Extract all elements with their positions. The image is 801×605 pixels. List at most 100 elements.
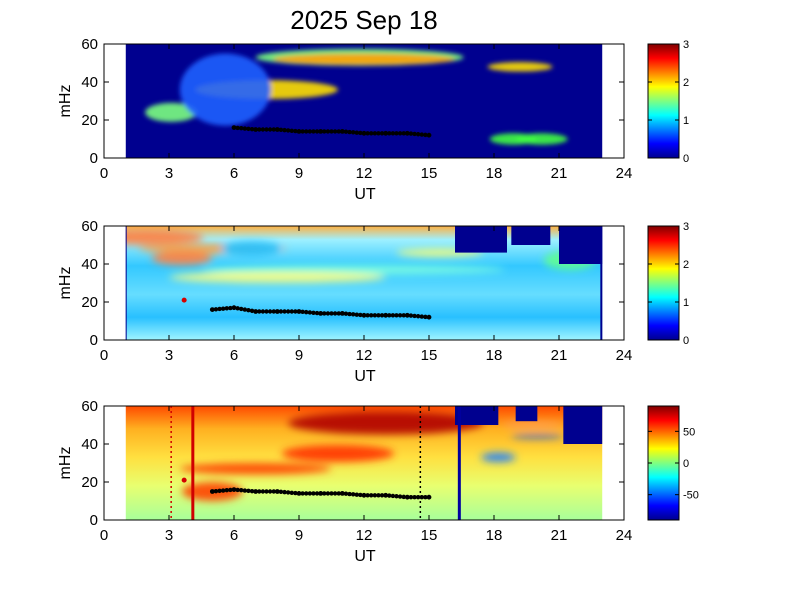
ridge-point [213, 488, 219, 494]
x-tick-label: 15 [421, 527, 438, 544]
y-tick-label: 0 [90, 332, 98, 349]
x-tick-label: 18 [486, 527, 503, 544]
ridge-point [314, 491, 320, 496]
ridge-point [318, 311, 324, 316]
y-tick-label: 20 [81, 112, 98, 129]
colorbar-tick-label: 0 [683, 335, 689, 347]
y-tick-label: 60 [81, 398, 98, 415]
heatmap-field [125, 226, 603, 340]
y-axis-label: mHz [57, 85, 74, 118]
red-marker [181, 477, 187, 483]
ridge-point [296, 129, 302, 134]
ridge-point [228, 305, 233, 311]
ridge-point [304, 129, 309, 134]
ridge-point [365, 313, 370, 318]
ridge-point [285, 490, 291, 495]
ridge-point [242, 488, 248, 493]
ridge-point [293, 490, 298, 496]
x-tick-label: 0 [100, 527, 108, 544]
x-tick-label: 9 [295, 527, 303, 544]
ridge-point [311, 129, 316, 134]
ridge-point [383, 492, 389, 498]
ridge-point [307, 491, 313, 496]
ridge-point [249, 308, 255, 314]
ridge-point [253, 489, 259, 494]
ridge-point [209, 489, 215, 494]
ridge-point [307, 310, 313, 315]
y-axis-label: mHz [57, 267, 74, 300]
ridge-point [419, 314, 424, 319]
ridge-point [220, 306, 226, 311]
ridge-point [415, 132, 421, 137]
ridge-point [264, 489, 269, 494]
ridge-point [397, 494, 403, 499]
ridge-point [358, 492, 363, 498]
ridge-point [314, 310, 320, 316]
ridge-point [419, 132, 424, 137]
ridge-point [339, 311, 345, 316]
ridge-point [383, 312, 389, 318]
ridge-point [423, 314, 428, 320]
ridge-point [343, 311, 349, 316]
ridge-point [343, 491, 349, 496]
y-tick-label: 0 [90, 150, 98, 167]
ridge-point [404, 312, 410, 318]
ridge-series [209, 305, 432, 320]
ridge-point [361, 312, 367, 318]
x-tick-label: 9 [295, 347, 303, 364]
ridge-point [249, 488, 255, 494]
ridge-point [264, 309, 269, 314]
x-tick-label: 0 [100, 165, 108, 182]
ridge-point [224, 488, 229, 493]
ridge-point [365, 493, 370, 498]
ridge-point [224, 306, 229, 311]
ridge-point [304, 309, 309, 315]
ridge-point [285, 128, 291, 133]
ridge-point [271, 489, 276, 494]
y-axis-label: mHz [57, 447, 74, 480]
ridge-point [339, 491, 345, 496]
colorbar-tick-label: 50 [683, 426, 695, 438]
ridge-point [419, 495, 424, 500]
ridge-point [408, 131, 414, 136]
ridge-point [278, 309, 284, 314]
x-tick-label: 6 [230, 347, 238, 364]
ridge-point [332, 491, 338, 496]
ridge-point [408, 313, 414, 318]
ridge-point [394, 494, 399, 499]
y-tick-label: 40 [81, 256, 98, 273]
y-tick-label: 40 [81, 436, 98, 453]
ridge-point [282, 127, 287, 133]
ridge-point [274, 309, 280, 314]
ridge-point [397, 313, 403, 318]
ridge-point [343, 129, 349, 134]
ridge-point [412, 313, 417, 319]
colorbar [647, 225, 680, 341]
ridge-point [242, 307, 248, 312]
ridge-point [379, 131, 385, 136]
y-tick-label: 20 [81, 294, 98, 311]
ridge-point [426, 494, 432, 500]
ridge-point [394, 313, 399, 318]
ridge-point [278, 489, 284, 495]
ridge-point [376, 131, 381, 136]
ridge-point [213, 307, 219, 312]
colorbar-tick-label: 3 [683, 39, 689, 51]
x-axis-label: UT [354, 548, 376, 565]
colorbar [647, 405, 680, 521]
ridge-point [329, 129, 334, 134]
ridge-point [253, 309, 259, 314]
ridge-point [242, 126, 248, 131]
ridge-point [350, 312, 356, 317]
ridge-point [347, 491, 352, 497]
y-tick-label: 40 [81, 74, 98, 91]
x-tick-label: 15 [421, 165, 438, 182]
ridge-point [300, 129, 305, 134]
ridge-point [246, 488, 251, 494]
ridge-point [404, 494, 410, 500]
ridge-point [217, 306, 222, 312]
ridge-point [246, 308, 251, 313]
ridge-point [239, 126, 244, 131]
ridge-point [387, 493, 392, 498]
x-tick-label: 9 [295, 165, 303, 182]
